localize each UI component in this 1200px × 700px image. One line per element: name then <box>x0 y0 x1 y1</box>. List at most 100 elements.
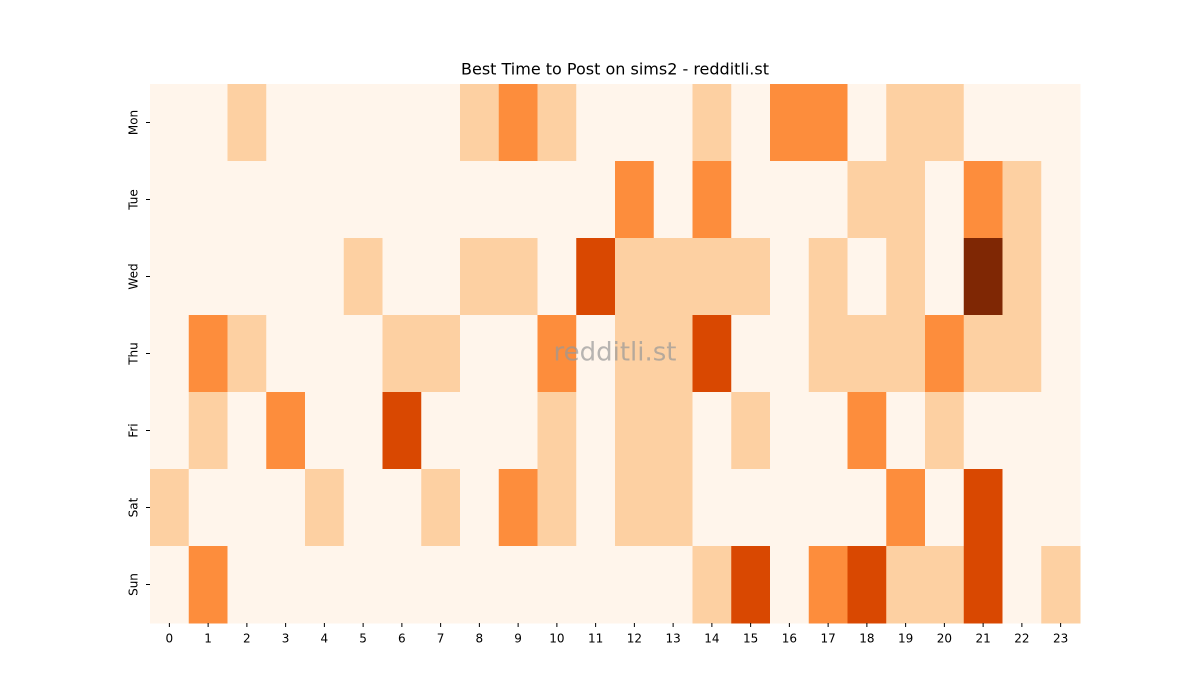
cell <box>731 238 771 316</box>
cell <box>731 315 771 393</box>
x-tick-label: 9 <box>514 632 522 646</box>
cell <box>421 84 461 162</box>
cell <box>963 546 1003 624</box>
cell <box>653 161 693 239</box>
cell <box>150 161 190 239</box>
cell <box>460 84 500 162</box>
cell <box>421 546 461 624</box>
cell <box>925 469 965 547</box>
y-tick-label: Tue <box>127 189 141 211</box>
cell <box>382 84 422 162</box>
cell <box>227 161 267 239</box>
cell <box>537 84 577 162</box>
cell <box>498 546 538 624</box>
y-tick-label: Wed <box>127 263 141 289</box>
cell <box>925 84 965 162</box>
x-tick-label: 20 <box>937 632 952 646</box>
cell <box>653 392 693 470</box>
cell <box>576 469 616 547</box>
x-tick-label: 23 <box>1053 632 1068 646</box>
cell <box>421 315 461 393</box>
x-tick-label: 11 <box>588 632 603 646</box>
cell <box>421 469 461 547</box>
cell <box>305 392 345 470</box>
cell <box>150 546 190 624</box>
y-tick-label: Thu <box>127 342 141 366</box>
cell <box>808 161 848 239</box>
x-tick-label: 13 <box>665 632 680 646</box>
cell <box>227 84 267 162</box>
cell <box>653 238 693 316</box>
x-tick-label: 15 <box>743 632 758 646</box>
cell <box>886 161 926 239</box>
cell <box>615 84 655 162</box>
cell <box>576 546 616 624</box>
cell <box>498 161 538 239</box>
cell <box>731 161 771 239</box>
cell <box>615 392 655 470</box>
cell <box>382 238 422 316</box>
cell <box>421 161 461 239</box>
cell <box>731 84 771 162</box>
cell <box>188 161 228 239</box>
cell <box>576 161 616 239</box>
cell <box>1002 392 1042 470</box>
cell <box>731 546 771 624</box>
cell <box>1041 84 1081 162</box>
cell <box>963 315 1003 393</box>
cell <box>731 392 771 470</box>
cell <box>1041 161 1081 239</box>
cell <box>770 469 810 547</box>
cell <box>808 469 848 547</box>
x-tick-label: 12 <box>627 632 642 646</box>
cell <box>692 84 732 162</box>
cell <box>150 238 190 316</box>
cell <box>266 84 306 162</box>
cell <box>925 238 965 316</box>
x-tick-label: 4 <box>321 632 329 646</box>
cell <box>150 392 190 470</box>
cell <box>653 469 693 547</box>
cell <box>227 238 267 316</box>
x-tick-label: 2 <box>243 632 251 646</box>
x-tick-label: 22 <box>1014 632 1029 646</box>
cell <box>188 315 228 393</box>
cell <box>925 315 965 393</box>
cell <box>382 392 422 470</box>
cell <box>343 392 383 470</box>
cell <box>963 161 1003 239</box>
cell <box>537 238 577 316</box>
cell <box>653 546 693 624</box>
cell <box>266 546 306 624</box>
cell <box>498 392 538 470</box>
cell <box>343 469 383 547</box>
cell <box>770 546 810 624</box>
cell <box>847 161 887 239</box>
cell <box>460 238 500 316</box>
cell <box>808 546 848 624</box>
cell <box>266 469 306 547</box>
cell <box>576 392 616 470</box>
cell <box>1041 238 1081 316</box>
x-tick-label: 1 <box>204 632 212 646</box>
cell <box>1002 469 1042 547</box>
watermark: redditli.st <box>554 338 677 368</box>
x-tick-label: 17 <box>820 632 835 646</box>
cell <box>188 469 228 547</box>
cell <box>847 546 887 624</box>
cell <box>847 392 887 470</box>
cell <box>886 392 926 470</box>
cell <box>847 84 887 162</box>
cell <box>421 238 461 316</box>
cell <box>615 469 655 547</box>
cell <box>770 315 810 393</box>
cell <box>305 238 345 316</box>
cell <box>382 161 422 239</box>
cell <box>1002 315 1042 393</box>
cell <box>227 546 267 624</box>
cell <box>1002 546 1042 624</box>
cell <box>886 238 926 316</box>
cell <box>188 392 228 470</box>
cell <box>653 315 693 393</box>
x-tick-label: 18 <box>859 632 874 646</box>
